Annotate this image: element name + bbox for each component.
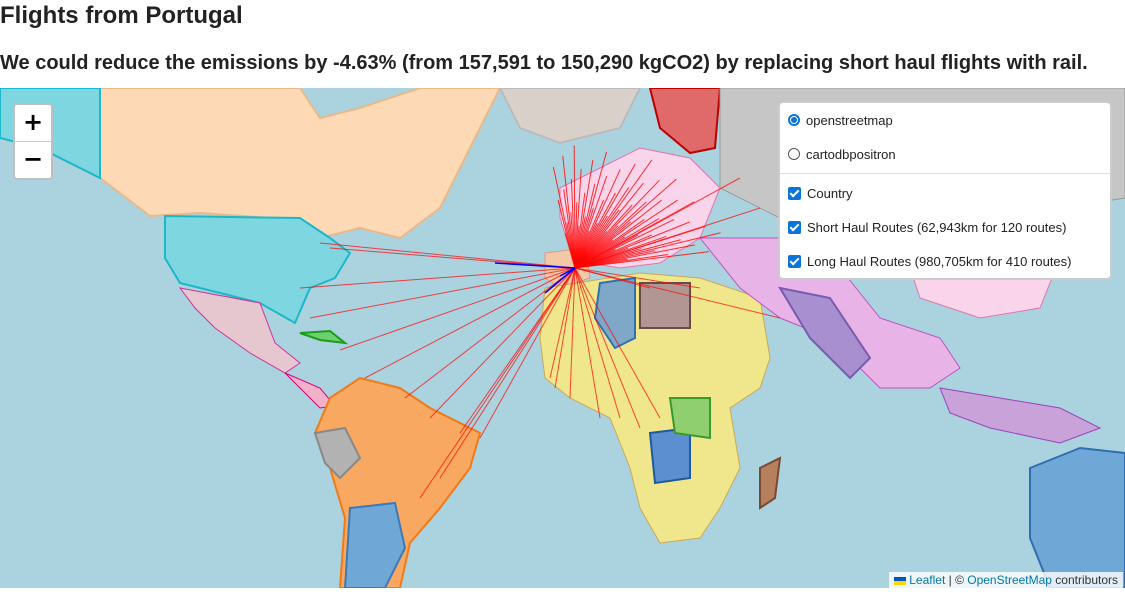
long-haul-route [574, 160, 594, 269]
long-haul-route [570, 178, 576, 269]
long-haul-route [439, 267, 576, 479]
country-india [777, 286, 872, 380]
long-haul-route [574, 221, 690, 269]
base-layer-openstreetmap[interactable]: openstreetmap [780, 103, 1110, 137]
layer-separator [780, 173, 1110, 174]
long-haul-route [574, 251, 709, 269]
long-haul-route [562, 155, 576, 269]
long-haul-route [319, 242, 576, 269]
long-haul-route [574, 199, 678, 269]
base-layer-cartodbpositron[interactable]: cartodbpositron [780, 137, 1110, 171]
page-title: Flights from Portugal [0, 2, 243, 29]
long-haul-route [459, 267, 576, 434]
country-peru [313, 426, 362, 480]
map[interactable]: + − openstreetmap cartodbpositron Countr… [0, 88, 1125, 588]
page-subtitle: We could reduce the emissions by -4.63% … [0, 52, 1088, 74]
long-haul-route [429, 267, 576, 419]
attribution-suffix: contributors [1051, 573, 1118, 587]
long-haul-route [419, 267, 576, 499]
long-haul-route [574, 267, 601, 419]
long-haul-route [574, 163, 636, 269]
overlay-short-haul[interactable]: Short Haul Routes (62,943km for 120 rout… [780, 210, 1110, 244]
long-haul-route [574, 267, 661, 419]
long-haul-route [574, 201, 695, 269]
long-haul-route [573, 145, 576, 269]
radio-openstreetmap[interactable] [788, 114, 800, 126]
long-haul-route [574, 267, 781, 319]
long-haul-route [574, 182, 644, 269]
long-haul-route [549, 267, 576, 379]
country-usa [164, 214, 352, 325]
short-haul-route [544, 267, 576, 294]
long-haul-route [309, 267, 576, 319]
radio-cartodbpositron[interactable] [788, 148, 800, 160]
long-haul-route [339, 267, 576, 351]
country-argentina [343, 501, 407, 588]
long-haul-route [554, 267, 576, 389]
layer-control: openstreetmap cartodbpositron Country Sh… [778, 101, 1112, 280]
long-haul-route [574, 232, 721, 269]
overlay-label: Long Haul Routes (980,705km for 410 rout… [807, 253, 1072, 269]
osm-link[interactable]: OpenStreetMap [967, 573, 1052, 587]
country-cuba [299, 329, 349, 345]
long-haul-route [574, 151, 607, 269]
attribution: Leaflet | © OpenStreetMap contributors [889, 572, 1123, 588]
overlay-label: Short Haul Routes (62,943km for 120 rout… [807, 219, 1067, 235]
map-canvas[interactable] [0, 88, 1125, 588]
country-indonesia [939, 387, 1102, 444]
long-haul-route [569, 267, 576, 399]
checkbox-country[interactable] [788, 186, 801, 200]
long-haul-route [404, 267, 576, 399]
long-haul-route [329, 247, 576, 269]
country-algeria [593, 276, 636, 350]
long-haul-route [574, 176, 608, 269]
country-madagascar [759, 456, 782, 510]
zoom-control: + − [13, 103, 53, 180]
country-australia [1029, 446, 1125, 588]
long-haul-route [574, 267, 651, 289]
attribution-separator: | © [945, 573, 968, 587]
long-haul-route [574, 225, 706, 269]
ukraine-flag-icon [894, 576, 907, 585]
country-angola [648, 426, 691, 485]
long-haul-route [479, 267, 576, 439]
long-haul-route [574, 267, 621, 419]
zoom-out-button[interactable]: − [15, 141, 51, 178]
zoom-in-button[interactable]: + [22, 108, 44, 136]
short-haul-route [559, 267, 576, 277]
leaflet-link[interactable]: Leaflet [909, 573, 946, 587]
country-greenland [498, 88, 642, 145]
overlay-long-haul[interactable]: Long Haul Routes (980,705km for 410 rout… [780, 244, 1110, 278]
long-haul-route [574, 169, 582, 269]
long-haul-route [364, 267, 576, 379]
long-haul-route [574, 267, 641, 429]
short-haul-route [494, 262, 576, 269]
overlay-label: Country [807, 185, 853, 201]
long-haul-route [574, 169, 621, 269]
checkbox-long-haul[interactable] [788, 254, 801, 268]
routes-layer [299, 145, 781, 499]
long-haul-route [574, 267, 701, 289]
country-libya [639, 282, 691, 329]
long-haul-route [574, 159, 653, 269]
checkbox-short-haul[interactable] [788, 220, 801, 234]
long-haul-route [299, 267, 576, 289]
country-drc [668, 397, 711, 440]
base-layer-label: cartodbpositron [806, 146, 896, 162]
long-haul-route [574, 178, 677, 269]
long-haul-route [574, 179, 660, 269]
long-haul-route [552, 166, 576, 269]
overlay-country[interactable]: Country [780, 176, 1110, 210]
base-layer-label: openstreetmap [806, 112, 893, 128]
country-scandinavia [648, 88, 722, 155]
